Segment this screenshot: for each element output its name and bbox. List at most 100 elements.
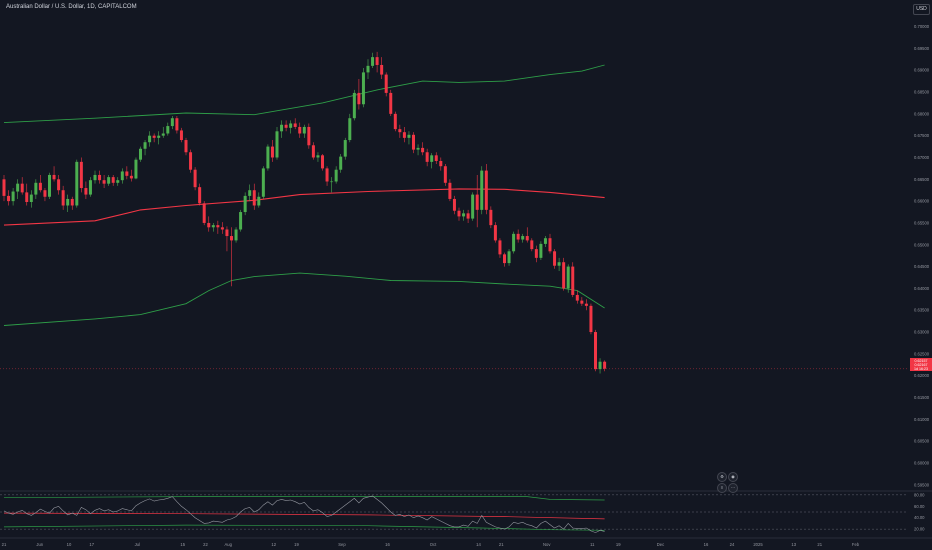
price-tick-label: 0.60000 (914, 460, 930, 465)
price-tick-label: 0.66000 (914, 199, 930, 204)
candle-body (557, 262, 561, 266)
candle-body (270, 146, 274, 158)
candle-body (257, 196, 261, 206)
candle-body (343, 140, 347, 157)
bollinger-lower (3, 272, 605, 326)
last-price-value-2: 0.62167 (914, 362, 928, 367)
candle-body (211, 225, 215, 228)
candle-body (220, 227, 224, 230)
candle-body (416, 147, 420, 150)
candle-body (248, 190, 252, 196)
candle-body (521, 236, 525, 240)
candle-body (302, 126, 306, 134)
candle-body (84, 188, 88, 195)
candle-body (120, 171, 124, 181)
candle-body (398, 129, 402, 133)
indicator-eye-icon[interactable]: ◉ (728, 472, 738, 482)
candle-body (70, 198, 74, 206)
candle-body (157, 135, 161, 138)
time-tick-label: 19 (294, 542, 299, 547)
candle-body (516, 233, 520, 240)
candle-body (443, 166, 447, 183)
candle-body (452, 198, 456, 211)
price-tick-label: 0.69000 (914, 68, 930, 73)
price-tick-label: 0.61000 (914, 417, 930, 422)
candle-body (580, 300, 584, 304)
candle-body (507, 251, 511, 264)
candle-body (293, 123, 297, 127)
candle-body (129, 175, 133, 179)
indicator-settings-icon[interactable]: ⚙ (717, 472, 727, 482)
candle-body (20, 183, 24, 193)
candle-body (380, 64, 384, 75)
bar-countdown: 1d 16:23 (914, 366, 928, 371)
candle-body (125, 171, 129, 176)
candle-body (52, 174, 56, 180)
candle-body (111, 177, 115, 183)
price-tick-label: 0.62000 (914, 373, 930, 378)
candle-body (148, 135, 152, 143)
rsi-pane: 80.00 60.00 40.00 20.00 (0, 492, 925, 533)
indicator-source-icon[interactable]: ≡ (717, 483, 727, 493)
currency-button[interactable]: USD (913, 4, 930, 15)
price-tick-label: 0.64000 (914, 286, 930, 291)
candle-body (393, 113, 397, 130)
time-tick-label: 22 (203, 542, 208, 547)
candle-body (512, 233, 516, 252)
rsi-band-upper (3, 496, 605, 501)
time-tick-label: 10 (67, 542, 72, 547)
candle-body (29, 194, 33, 202)
price-tick-label: 0.64500 (914, 264, 930, 269)
time-tick-label: Jul (135, 542, 140, 547)
time-tick-label: 15 (180, 542, 185, 547)
candle-body (307, 126, 311, 146)
candle-body (430, 155, 434, 162)
price-tick-label: 0.61500 (914, 395, 930, 400)
candle-body (539, 243, 543, 258)
candle-body (139, 148, 142, 160)
candle-body (116, 180, 120, 183)
candle-body (407, 134, 411, 138)
candle-body (7, 195, 11, 202)
candle-body (571, 266, 575, 295)
candle-body (198, 187, 202, 204)
time-tick-label: Jun (36, 542, 43, 547)
time-tick-label: 13 (791, 542, 796, 547)
candle-body (575, 294, 579, 301)
candle-body (594, 332, 597, 370)
candle-body (389, 92, 393, 114)
indicator-more-icon[interactable]: ⋯ (728, 483, 738, 493)
candle-body (289, 123, 293, 128)
candle-body (93, 174, 97, 181)
price-tick-label: 0.63500 (914, 308, 930, 313)
last-price-value: 0.62157 (914, 358, 928, 363)
candle-body (603, 361, 607, 369)
candle-body (348, 118, 352, 141)
bollinger-upper (3, 64, 605, 124)
candle-body (184, 140, 188, 153)
candle-body (298, 126, 302, 134)
time-tick-label: 2025 (753, 542, 763, 547)
candle-body (543, 238, 547, 244)
candle-body (175, 118, 179, 131)
candle-body (57, 179, 61, 191)
candle-body (371, 57, 375, 66)
candle-body (361, 72, 365, 105)
bollinger-basis (3, 188, 605, 226)
candle-body (584, 303, 588, 306)
candle-body (589, 305, 593, 333)
candle-body (152, 135, 156, 138)
candle-body (2, 179, 6, 196)
candle-body (498, 240, 502, 255)
candle-body (534, 249, 538, 258)
price-tick-label: 0.68000 (914, 111, 930, 116)
price-tick-label: 0.63000 (914, 330, 930, 335)
candle-body (330, 181, 334, 183)
candle-body (189, 152, 193, 170)
candle-body (75, 161, 79, 206)
candle-body (134, 159, 138, 179)
price-tick-label: 0.67000 (914, 155, 930, 160)
candle-body (66, 198, 70, 206)
